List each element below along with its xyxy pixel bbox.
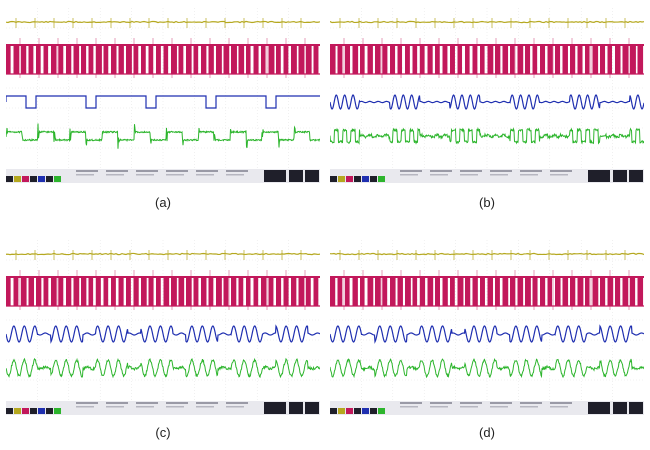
scope-panel-c: (c) xyxy=(6,240,320,440)
oscilloscope-capture-c xyxy=(6,240,320,415)
ch4-trace xyxy=(6,123,320,149)
scope-panel-b: (b) xyxy=(330,8,644,210)
ch2-trace xyxy=(6,270,320,310)
panel-caption-d: (d) xyxy=(479,425,495,440)
ch1-trace xyxy=(6,252,320,256)
scope-panel-a: (a) xyxy=(6,8,320,210)
ch4-trace xyxy=(330,357,644,379)
ch2-trace xyxy=(6,38,320,78)
ch3-trace xyxy=(6,324,320,344)
scope-panel-d: (d) xyxy=(330,240,644,440)
measurement-footer xyxy=(6,401,320,415)
ch1-trace xyxy=(330,20,644,24)
ch2-trace xyxy=(330,38,644,78)
measurement-footer xyxy=(330,169,644,183)
measurement-footer xyxy=(6,169,320,183)
scope-grid xyxy=(330,8,644,168)
panel-caption-c: (c) xyxy=(155,425,171,440)
panel-caption-a: (a) xyxy=(155,195,171,210)
ch1-trace xyxy=(330,252,644,256)
ch3-trace xyxy=(6,95,320,109)
scope-grid xyxy=(330,240,644,400)
measurement-footer xyxy=(330,401,644,415)
ch2-trace xyxy=(330,270,644,310)
oscilloscope-capture-a xyxy=(6,8,320,183)
ch3-trace xyxy=(330,94,644,110)
ch4-trace xyxy=(6,357,320,379)
ch3-trace xyxy=(330,324,644,344)
ch4-trace xyxy=(330,127,644,145)
oscilloscope-capture-d xyxy=(330,240,644,415)
panel-caption-b: (b) xyxy=(479,195,495,210)
scope-grid xyxy=(6,240,320,400)
ch1-trace xyxy=(6,20,320,24)
oscilloscope-capture-b xyxy=(330,8,644,183)
